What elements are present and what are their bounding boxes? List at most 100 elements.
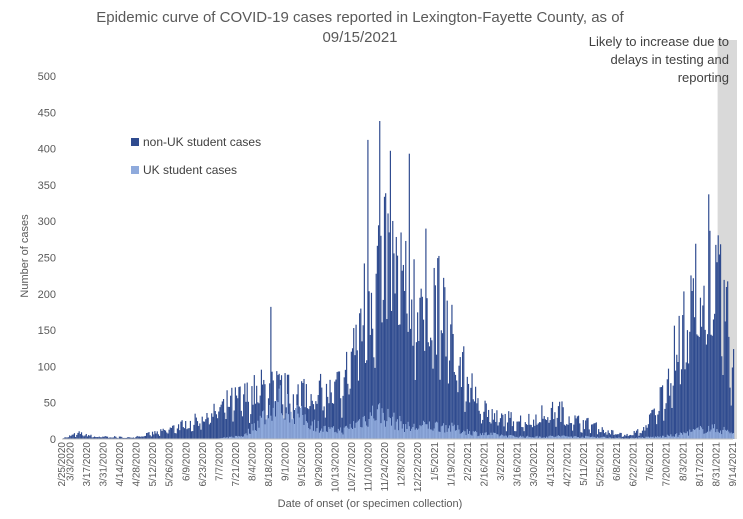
bar-non-uk: [411, 299, 413, 439]
bar-non-uk: [140, 436, 142, 439]
bar-non-uk: [648, 414, 651, 439]
bar-non-uk: [319, 373, 322, 439]
bar-uk: [691, 431, 693, 439]
bar-non-uk: [217, 418, 219, 439]
bar-uk: [575, 436, 577, 439]
x-tick-label: 5/11/2021: [579, 442, 590, 486]
legend-label-non-uk: non-UK student cases: [143, 135, 262, 149]
bar-uk: [322, 431, 324, 439]
bar-non-uk: [406, 313, 408, 439]
bar-non-uk: [567, 424, 569, 439]
bar-uk: [337, 428, 339, 439]
bar-uk: [600, 437, 602, 439]
bar-non-uk: [166, 432, 168, 439]
bar-non-uk: [349, 388, 351, 439]
bar-non-uk: [386, 319, 388, 439]
bar-uk: [647, 436, 649, 439]
bar-uk: [456, 430, 458, 439]
bar-non-uk: [260, 369, 262, 439]
bar-non-uk: [460, 387, 462, 439]
bar-non-uk: [82, 435, 84, 439]
bar-non-uk: [376, 245, 378, 439]
bar-non-uk: [725, 286, 728, 439]
bar-non-uk: [116, 437, 118, 439]
bar-non-uk: [479, 413, 481, 439]
bar-non-uk: [683, 291, 685, 439]
bar-uk: [599, 437, 601, 439]
bar-non-uk: [311, 400, 313, 439]
bar-non-uk: [127, 437, 129, 439]
bar-uk: [701, 427, 703, 439]
bar-uk: [630, 437, 632, 439]
x-tick-label: 2/25/2020: [57, 442, 68, 487]
bar-non-uk: [538, 422, 541, 439]
bar-non-uk: [199, 423, 201, 439]
bar-non-uk: [471, 373, 473, 439]
bar-non-uk: [374, 367, 376, 439]
bar-uk: [319, 430, 322, 439]
bar-non-uk: [666, 379, 668, 439]
bar-uk: [297, 413, 299, 439]
x-tick-label: 9/1/2020: [281, 442, 292, 481]
bar-uk: [301, 405, 303, 439]
y-tick-label: 200: [38, 289, 56, 301]
bar-non-uk: [654, 415, 657, 439]
bar-non-uk: [473, 401, 476, 439]
bar-uk: [386, 421, 388, 439]
bar-non-uk: [461, 352, 464, 439]
bar-non-uk: [85, 433, 87, 439]
bar-non-uk: [685, 362, 687, 439]
bar-uk: [698, 429, 700, 439]
bar-non-uk: [247, 401, 249, 439]
bar-non-uk: [563, 424, 565, 439]
bar-uk: [343, 427, 345, 439]
bar-uk: [428, 421, 431, 439]
x-tick-label: 8/17/2021: [695, 442, 706, 487]
bar-non-uk: [288, 374, 290, 439]
bar-non-uk: [463, 346, 465, 439]
bar-non-uk: [641, 430, 644, 439]
bar-non-uk: [428, 346, 431, 439]
bar-uk: [353, 421, 355, 439]
bar-non-uk: [322, 410, 324, 439]
bar-uk: [385, 426, 387, 439]
bar-uk: [522, 436, 524, 439]
bar-non-uk: [246, 382, 248, 439]
bar-non-uk: [422, 319, 425, 439]
bar-non-uk: [303, 378, 305, 439]
bar-uk: [312, 430, 315, 439]
bar-uk: [601, 437, 603, 439]
bar-uk: [458, 429, 460, 439]
bar-uk: [643, 437, 645, 439]
bar-non-uk: [91, 437, 93, 439]
bar-non-uk: [180, 421, 182, 439]
bar-non-uk: [691, 290, 693, 439]
bar-non-uk: [328, 403, 330, 439]
bar-uk: [407, 421, 409, 439]
bar-uk: [702, 429, 704, 439]
bar-non-uk: [647, 424, 649, 439]
bar-uk: [572, 437, 574, 439]
bar-uk: [243, 436, 245, 439]
bar-uk: [577, 437, 580, 439]
x-tick-label: 1/5/2021: [430, 442, 441, 481]
bar-non-uk: [443, 277, 445, 439]
bar-non-uk: [270, 306, 272, 439]
bar-uk: [375, 420, 377, 439]
bar-non-uk: [408, 153, 410, 439]
bar-uk: [292, 418, 294, 439]
bar-non-uk: [426, 298, 428, 439]
bar-uk: [224, 437, 226, 439]
bar-uk: [454, 430, 457, 439]
bar-uk: [714, 424, 716, 439]
bar-uk: [548, 436, 550, 439]
bar-non-uk: [144, 435, 147, 439]
bar-non-uk: [101, 437, 103, 439]
bar-non-uk: [634, 432, 636, 439]
bar-non-uk: [221, 401, 223, 439]
bar-non-uk: [505, 431, 507, 439]
bar-uk: [731, 433, 733, 439]
bar-uk: [382, 412, 384, 439]
bar-non-uk: [202, 421, 205, 439]
bar-non-uk: [318, 380, 320, 439]
